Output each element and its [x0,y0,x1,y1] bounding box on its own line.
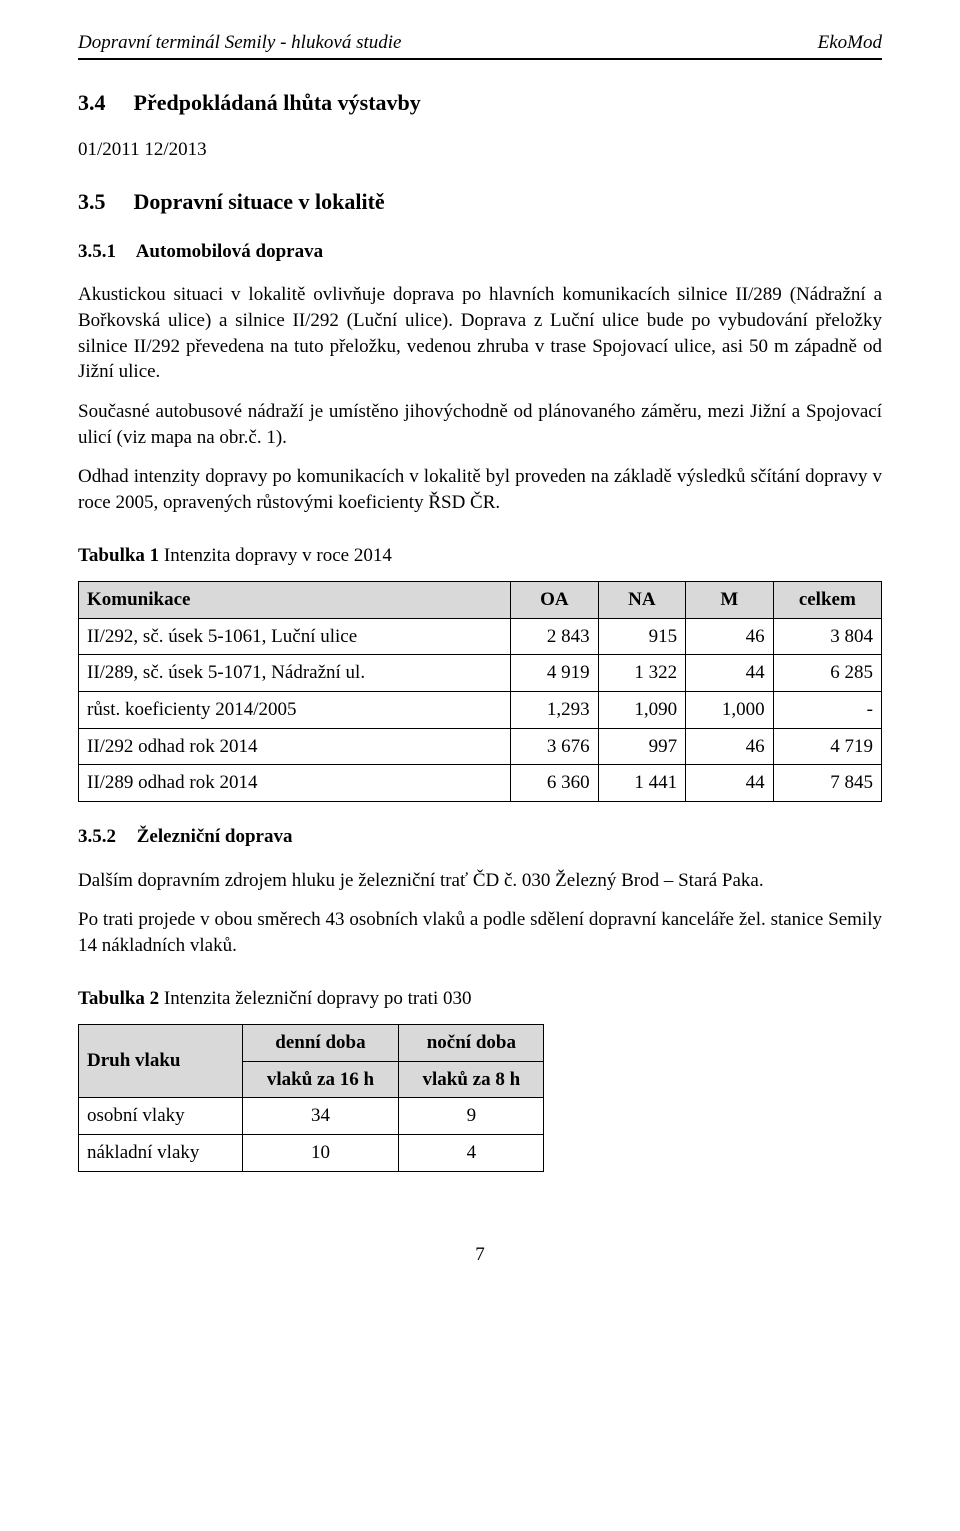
table-cell: - [773,691,881,728]
table-title-bold: Tabulka 2 [78,988,159,1009]
table-cell-label: II/292, sč. úsek 5-1061, Luční ulice [79,618,511,655]
table-cell: 1 322 [598,655,686,692]
table-cell: 3 804 [773,618,881,655]
heading-3-4: 3.4 Předpokládaná lhůta výstavby [78,88,882,118]
table-title-rest: Intenzita dopravy v roce 2014 [159,545,392,566]
table-row: II/289 odhad rok 20146 3601 441447 845 [79,765,882,802]
table-cell: 34 [242,1098,399,1135]
heading-3-5-2: 3.5.2 Železniční doprava [78,824,882,850]
table-cell-label: II/289, sč. úsek 5-1071, Nádražní ul. [79,655,511,692]
table-cell: 4 [399,1135,544,1172]
table-col-header: NA [598,582,686,619]
table-col-header: noční doba [399,1025,544,1062]
header-right: EkoMod [818,30,882,56]
table-cell: 4 919 [511,655,599,692]
table-cell: 4 719 [773,728,881,765]
table-row: růst. koeficienty 2014/20051,2931,0901,0… [79,691,882,728]
table-cell: 44 [686,765,774,802]
table-cell-label: nákladní vlaky [79,1135,243,1172]
table-cell: 2 843 [511,618,599,655]
heading-num: 3.5 [78,187,128,217]
table-row: osobní vlaky349 [79,1098,544,1135]
header-left: Dopravní terminál Semily - hluková studi… [78,30,401,56]
table-cell: 1 441 [598,765,686,802]
table-col-subheader: vlaků za 16 h [242,1061,399,1098]
table-1: Komunikace OA NA M celkem II/292, sč. ús… [78,581,882,802]
table-cell-label: II/289 odhad rok 2014 [79,765,511,802]
paragraph: Akustickou situaci v lokalitě ovlivňuje … [78,282,882,385]
heading-num: 3.5.2 [78,824,132,850]
table-cell: 1,090 [598,691,686,728]
table-col-subheader: vlaků za 8 h [399,1061,544,1098]
heading-text: Automobilová doprava [136,241,323,262]
table-col-header: Druh vlaku [79,1025,243,1098]
table-col-header: OA [511,582,599,619]
heading-text: Dopravní situace v lokalitě [134,189,385,214]
paragraph: Odhad intenzity dopravy po komunikacích … [78,464,882,515]
table-cell: 6 360 [511,765,599,802]
paragraph: Po trati projede v obou směrech 43 osobn… [78,907,882,958]
table-cell: 6 285 [773,655,881,692]
table-row: nákladní vlaky104 [79,1135,544,1172]
table-cell-label: II/292 odhad rok 2014 [79,728,511,765]
table-cell-label: osobní vlaky [79,1098,243,1135]
table-cell: 3 676 [511,728,599,765]
construction-period: 01/2011 12/2013 [78,137,882,163]
table-cell: 915 [598,618,686,655]
page-header: Dopravní terminál Semily - hluková studi… [78,30,882,60]
table-row: II/292 odhad rok 20143 676997464 719 [79,728,882,765]
table-title-bold: Tabulka 1 [78,545,159,566]
table-1-title: Tabulka 1 Intenzita dopravy v roce 2014 [78,543,882,569]
table-cell-label: růst. koeficienty 2014/2005 [79,691,511,728]
table-row: II/289, sč. úsek 5-1071, Nádražní ul.4 9… [79,655,882,692]
table-2-title: Tabulka 2 Intenzita železniční dopravy p… [78,986,882,1012]
table-row: II/292, sč. úsek 5-1061, Luční ulice2 84… [79,618,882,655]
heading-3-5: 3.5 Dopravní situace v lokalitě [78,187,882,217]
page-number: 7 [78,1242,882,1268]
table-col-header: denní doba [242,1025,399,1062]
table-cell: 44 [686,655,774,692]
table-col-header: celkem [773,582,881,619]
table-col-header: Komunikace [79,582,511,619]
table-cell: 7 845 [773,765,881,802]
heading-text: Předpokládaná lhůta výstavby [134,90,421,115]
table-cell: 10 [242,1135,399,1172]
table-2: Druh vlaku denní doba noční doba vlaků z… [78,1024,544,1172]
table-header-row: Komunikace OA NA M celkem [79,582,882,619]
table-cell: 9 [399,1098,544,1135]
table-cell: 46 [686,618,774,655]
table-cell: 1,000 [686,691,774,728]
paragraph: Současné autobusové nádraží je umístěno … [78,399,882,450]
table-cell: 46 [686,728,774,765]
heading-3-5-1: 3.5.1 Automobilová doprava [78,239,882,265]
table-header-row: Druh vlaku denní doba noční doba [79,1025,544,1062]
heading-text: Železniční doprava [137,826,293,847]
table-cell: 997 [598,728,686,765]
heading-num: 3.4 [78,88,128,118]
table-title-rest: Intenzita železniční dopravy po trati 03… [159,988,471,1009]
paragraph: Dalším dopravním zdrojem hluku je železn… [78,868,882,894]
table-cell: 1,293 [511,691,599,728]
heading-num: 3.5.1 [78,239,132,265]
table-col-header: M [686,582,774,619]
